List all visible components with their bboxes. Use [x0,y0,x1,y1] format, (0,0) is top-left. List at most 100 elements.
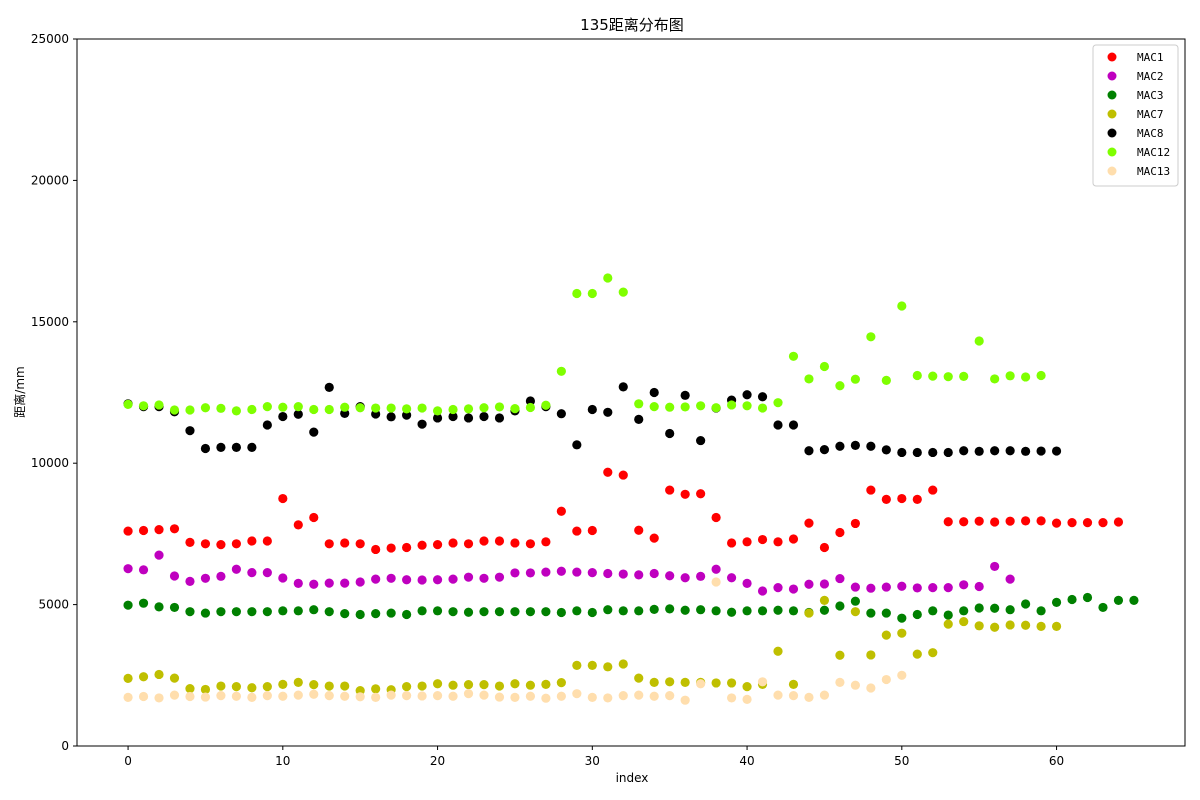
data-point [835,441,845,451]
data-point [138,565,149,575]
data-point [386,543,396,553]
data-point [572,606,582,616]
data-point [1005,516,1015,526]
data-point [649,677,659,687]
data-point [618,569,628,579]
data-point [324,681,334,691]
series-mac3 [123,592,1139,623]
y-tick-label: 15000 [31,315,69,329]
data-point [959,517,969,527]
x-tick-label: 0 [124,754,132,768]
data-point [293,409,303,419]
data-point [154,525,164,535]
data-point [278,493,288,504]
data-point [479,411,489,422]
data-point [216,607,226,617]
data-point [494,607,505,617]
data-point [928,485,938,495]
data-point [634,525,644,535]
data-point [881,445,891,455]
data-point [1036,446,1046,456]
data-point [278,411,288,422]
data-point [711,564,721,574]
data-point [185,691,195,702]
data-point [1067,517,1077,528]
data-point [386,690,396,700]
data-point [618,470,628,480]
y-tick-label: 25000 [31,32,69,46]
data-point [494,692,505,702]
data-point [355,577,365,587]
data-point [912,583,922,593]
data-point [742,390,752,400]
data-point [123,600,133,610]
data-point [1036,621,1046,631]
axes-layer: 0 10 20 30 40 50 60 0 5000 10000 15000 20000 25000 [31,32,1064,768]
data-point [200,573,211,583]
data-point [525,539,536,549]
series-mac1 [123,467,1124,555]
data-point [355,692,365,702]
legend-label: MAC2 [1137,70,1164,83]
data-point [726,400,737,410]
data-point [324,578,334,588]
data-point [463,413,474,423]
data-point [1051,518,1062,528]
data-point [665,402,675,412]
data-point [309,579,319,589]
y-tick-label: 0 [61,739,69,753]
data-point [819,595,830,605]
x-tick-label: 40 [739,754,754,768]
data-point [371,544,381,555]
data-point [278,679,288,689]
data-point [665,571,675,581]
data-point [866,650,876,660]
data-point [154,602,164,612]
data-point [510,607,520,617]
data-point [278,402,288,412]
data-point [1098,602,1108,613]
data-point [525,402,536,413]
legend: MAC1 MAC2 MAC3 MAC7 MAC8 MAC12 MAC13 [1092,44,1179,187]
series-mac8 [123,382,1062,458]
data-point [309,404,319,415]
data-point [200,684,211,695]
data-point [324,539,334,549]
data-point [463,539,474,549]
data-point [200,608,211,618]
data-point [788,351,799,361]
legend-marker [1107,128,1117,138]
data-point [897,670,907,680]
data-point [1129,595,1139,605]
data-point [587,660,597,671]
data-point [990,446,1000,456]
data-point [696,435,706,446]
chart-title: 135距离分布图 [580,16,684,34]
data-point [510,404,520,414]
data-point [309,512,319,523]
data-point [417,681,427,691]
legend-label: MAC3 [1137,89,1164,102]
data-point [309,427,319,437]
data-point [510,692,520,702]
data-point [1113,517,1124,527]
data-point [1098,517,1108,528]
data-point [897,447,907,458]
data-point [479,573,489,583]
data-point [231,691,241,701]
data-point [262,691,272,701]
data-point [943,610,953,620]
data-point [680,402,690,412]
data-point [355,539,365,549]
data-point [649,387,659,398]
data-point [541,567,551,577]
data-point [123,564,133,574]
data-point [1113,595,1124,605]
y-tick-label: 10000 [31,456,69,470]
x-tick-label: 20 [430,754,445,768]
data-point [618,287,628,297]
data-point [293,606,303,616]
data-point [742,401,752,411]
data-point [278,606,288,616]
